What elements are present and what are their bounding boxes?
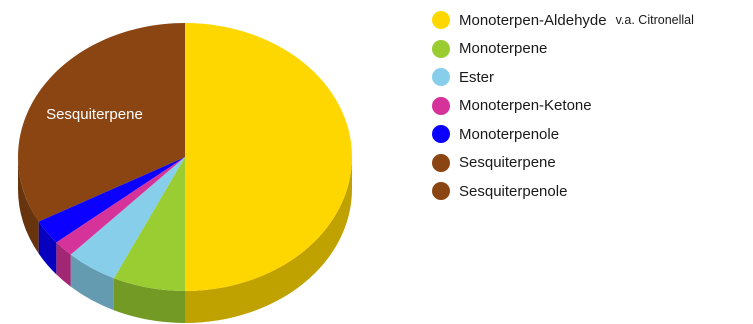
- legend-swatch: [432, 182, 450, 201]
- pie-slice-monoterpene: [113, 157, 185, 291]
- legend-item-monoterpene: Monoterpene: [432, 35, 694, 64]
- pie-slice-monoterpenole: [38, 157, 185, 243]
- pie-side-ester: [70, 254, 114, 311]
- legend-item-ester: Ester: [432, 63, 694, 92]
- pie-side-monoterpenole: [38, 221, 57, 275]
- legend-label: Monoterpen-Ketone: [459, 97, 592, 115]
- pie-side-monoterpene: [113, 278, 185, 323]
- pie-side-monoterpen-aldehyde: [185, 157, 352, 323]
- pie-side-monoterpen-ketone: [56, 242, 71, 287]
- legend-label: Monoterpenole: [459, 125, 560, 143]
- legend-item-sesquiterpene: Sesquiterpene: [432, 149, 694, 178]
- legend-note: v.a. Citronellal: [615, 13, 694, 28]
- pie-side-walls: [18, 157, 352, 323]
- pie-slice-sesquiterpene: [18, 23, 185, 222]
- legend-item-monoterpen-aldehyde: Monoterpen-Aldehyde v.a. Citronellal: [432, 6, 694, 35]
- legend-item-monoterpen-ketone: Monoterpen-Ketone: [432, 92, 694, 121]
- legend-label: Monoterpen-Aldehyde: [459, 11, 607, 29]
- legend-label: Ester: [459, 68, 495, 86]
- legend-swatch: [432, 39, 450, 58]
- pie-slice-monoterpen-aldehyde: [185, 23, 352, 291]
- legend-item-sesquiterpenole: Sesquiterpenole: [432, 177, 694, 206]
- pie-side-sesquiterpene: [18, 157, 39, 254]
- legend-swatch: [432, 11, 450, 30]
- legend-label: Sesquiterpene: [459, 154, 556, 172]
- slice-label-sesquiterpene: Sesquiterpene: [46, 106, 143, 123]
- legend-swatch: [432, 96, 450, 115]
- legend-swatch: [432, 125, 450, 144]
- legend-label: Monoterpene: [459, 40, 548, 58]
- pie-slice-monoterpen-ketone: [56, 157, 186, 255]
- legend-item-monoterpenole: Monoterpenole: [432, 120, 694, 149]
- legend-label: Sesquiterpenole: [459, 182, 568, 200]
- legend-swatch: [432, 68, 450, 87]
- pie-top-faces: Sesquiterpene: [18, 23, 352, 291]
- legend-swatch: [432, 153, 450, 172]
- legend: Monoterpen-Aldehyde v.a. Citronellal Mon…: [432, 6, 694, 206]
- pie-slice-ester: [70, 157, 185, 279]
